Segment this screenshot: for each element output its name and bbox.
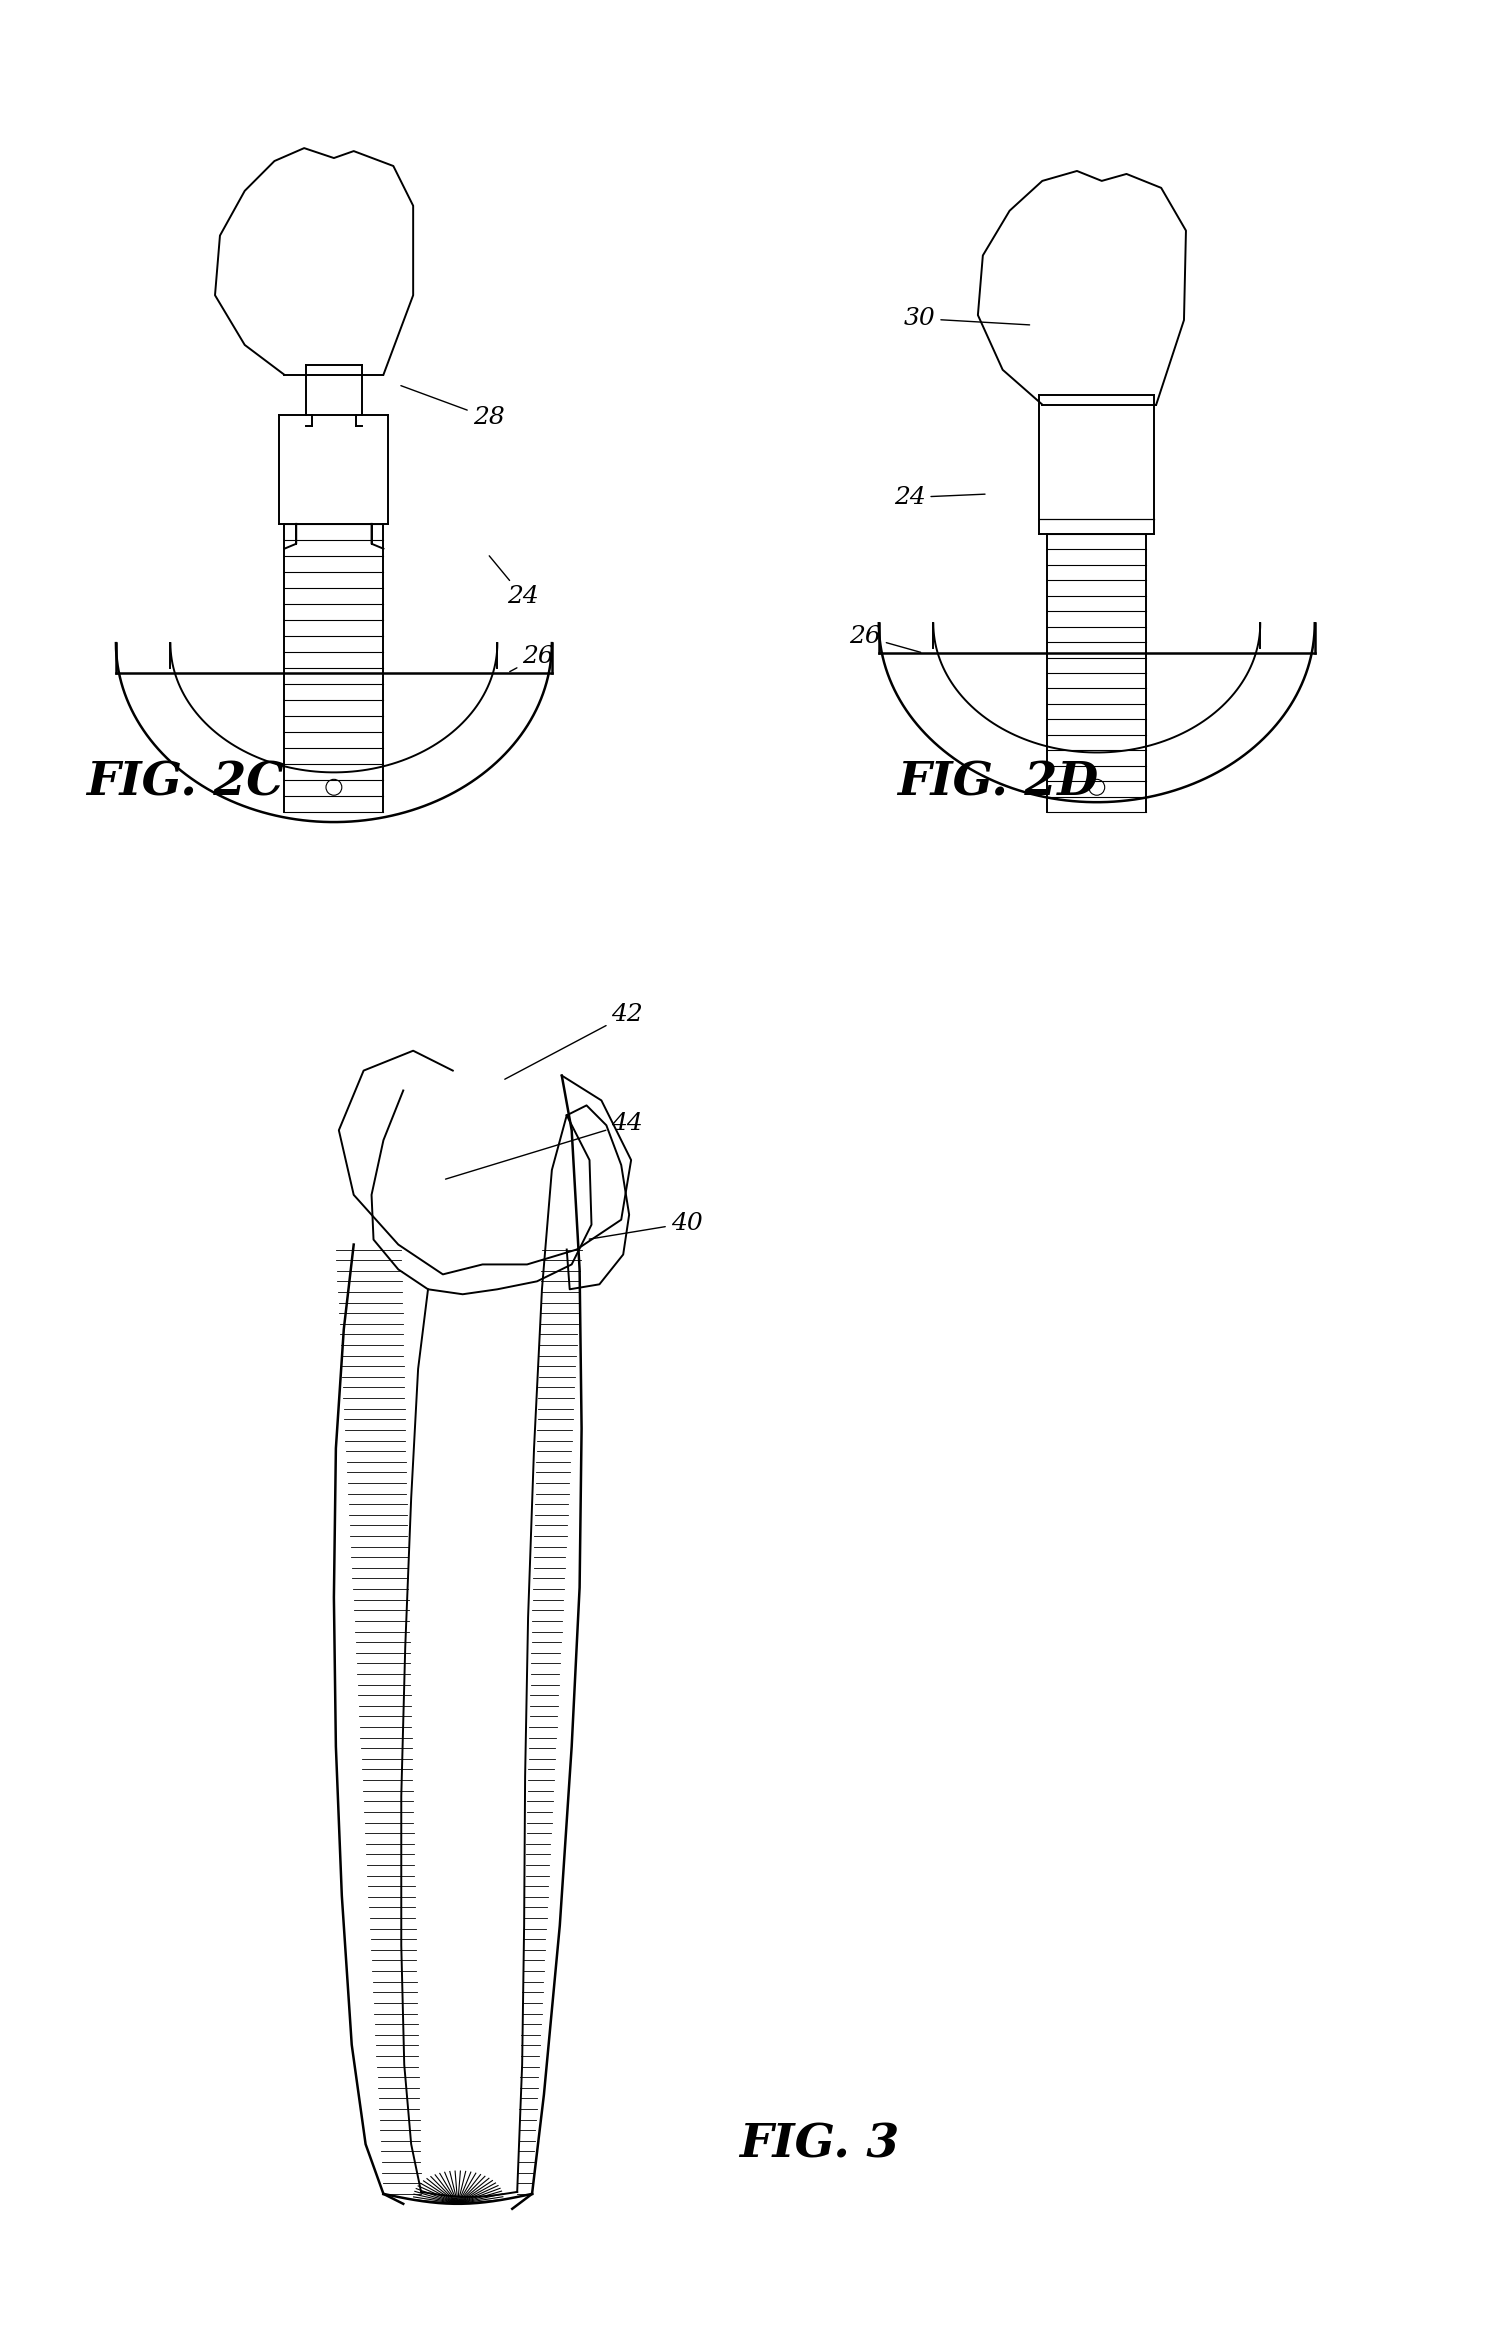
Text: 44: 44 [445,1112,644,1179]
Text: 30: 30 [904,307,1030,330]
Text: FIG. 2C: FIG. 2C [86,758,284,805]
Text: 28: 28 [402,386,504,431]
Text: 26: 26 [850,625,920,653]
Text: 24: 24 [489,557,538,608]
Text: FIG. 3: FIG. 3 [740,2120,899,2167]
Text: 24: 24 [893,487,985,510]
Text: 42: 42 [505,1004,644,1079]
Text: FIG. 2D: FIG. 2D [896,758,1098,805]
Text: 40: 40 [590,1212,702,1240]
Text: 26: 26 [510,646,553,672]
